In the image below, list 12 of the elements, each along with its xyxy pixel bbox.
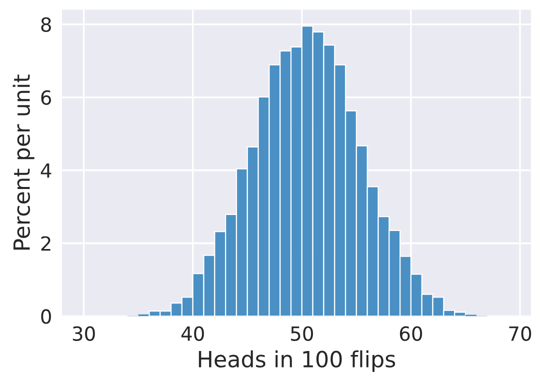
y-tick-label: 2: [41, 236, 50, 251]
x-tick-label: 40: [181, 326, 204, 341]
x-axis-title: Heads in 100 flips: [198, 350, 396, 372]
y-axis-title: Percent per unit: [12, 74, 34, 250]
x-tick-label: 70: [509, 326, 532, 341]
y-tick-label: 6: [41, 90, 52, 105]
x-tick-label: 50: [291, 326, 313, 341]
y-tick-label: 8: [41, 17, 51, 32]
y-tick-label: 0: [41, 309, 51, 324]
x-tick-label: 60: [400, 326, 422, 341]
x-tick-label: 30: [72, 326, 95, 341]
y-tick-label: 4: [40, 163, 52, 178]
